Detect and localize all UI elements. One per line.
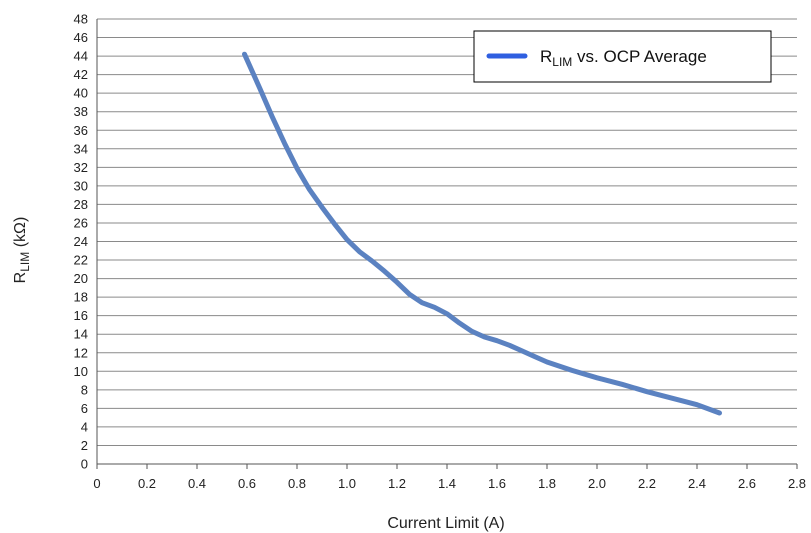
x-tick-label: 0.8 — [288, 476, 306, 491]
x-tick-label: 0.4 — [188, 476, 206, 491]
legend-label: RLIM vs. OCP Average — [540, 47, 707, 69]
y-tick-label: 2 — [81, 438, 88, 453]
y-tick-label: 32 — [74, 160, 88, 175]
x-tick-label: 1.8 — [538, 476, 556, 491]
y-tick-label: 30 — [74, 178, 88, 193]
x-tick-label: 1.0 — [338, 476, 356, 491]
y-axis-ticks: 0246810121416182022242628303234363840424… — [74, 12, 88, 472]
legend-label-sub: LIM — [552, 55, 572, 69]
x-tick-label: 2.6 — [738, 476, 756, 491]
x-tick-label: 2.2 — [638, 476, 656, 491]
legend-label-main: R — [540, 47, 552, 66]
y-axis-title-rest: (kΩ) — [12, 217, 29, 252]
y-tick-label: 22 — [74, 253, 88, 268]
x-tick-label: 0.6 — [238, 476, 256, 491]
y-tick-label: 6 — [81, 401, 88, 416]
y-tick-label: 10 — [74, 364, 88, 379]
y-tick-label: 4 — [81, 419, 88, 434]
x-tick-label: 2.8 — [788, 476, 806, 491]
x-tick-label: 0.2 — [138, 476, 156, 491]
y-tick-label: 16 — [74, 308, 88, 323]
x-axis-title: Current Limit (A) — [387, 515, 504, 532]
y-tick-label: 34 — [74, 141, 88, 156]
y-tick-label: 40 — [74, 86, 88, 101]
y-tick-label: 38 — [74, 104, 88, 119]
y-axis-title-sub: LIM — [18, 252, 32, 272]
legend-label-rest: vs. OCP Average — [572, 47, 707, 66]
y-tick-label: 24 — [74, 234, 88, 249]
y-tick-label: 36 — [74, 123, 88, 138]
y-axis-title-main: R — [12, 272, 29, 284]
y-tick-label: 14 — [74, 327, 88, 342]
x-tick-label: 2.4 — [688, 476, 706, 491]
grid-lines — [97, 18, 797, 465]
x-axis-ticks: 0 0.2 0.4 0.6 0.8 1.0 1.2 1.4 1.6 1.8 2.0 2.2 2.4 2.6… — [93, 464, 806, 491]
y-axis-title: RLIM (kΩ) — [12, 217, 32, 284]
legend: RLIM vs. OCP Average — [473, 30, 772, 83]
x-tick-label: 1.6 — [488, 476, 506, 491]
y-tick-label: 46 — [74, 30, 88, 45]
y-tick-label: 28 — [74, 197, 88, 212]
y-tick-label: 0 — [81, 457, 88, 472]
series-group — [242, 51, 722, 416]
y-tick-label: 8 — [81, 382, 88, 397]
y-tick-label: 20 — [74, 271, 88, 286]
y-tick-label: 26 — [74, 215, 88, 230]
x-tick-label: 0 — [93, 476, 100, 491]
y-tick-label: 48 — [74, 12, 88, 27]
y-tick-label: 44 — [74, 49, 88, 64]
y-tick-label: 42 — [74, 67, 88, 82]
y-tick-label: 18 — [74, 290, 88, 305]
series-line — [242, 51, 722, 416]
x-tick-label: 2.0 — [588, 476, 606, 491]
x-tick-label: 1.4 — [438, 476, 456, 491]
x-tick-label: 1.2 — [388, 476, 406, 491]
y-tick-label: 12 — [74, 345, 88, 360]
